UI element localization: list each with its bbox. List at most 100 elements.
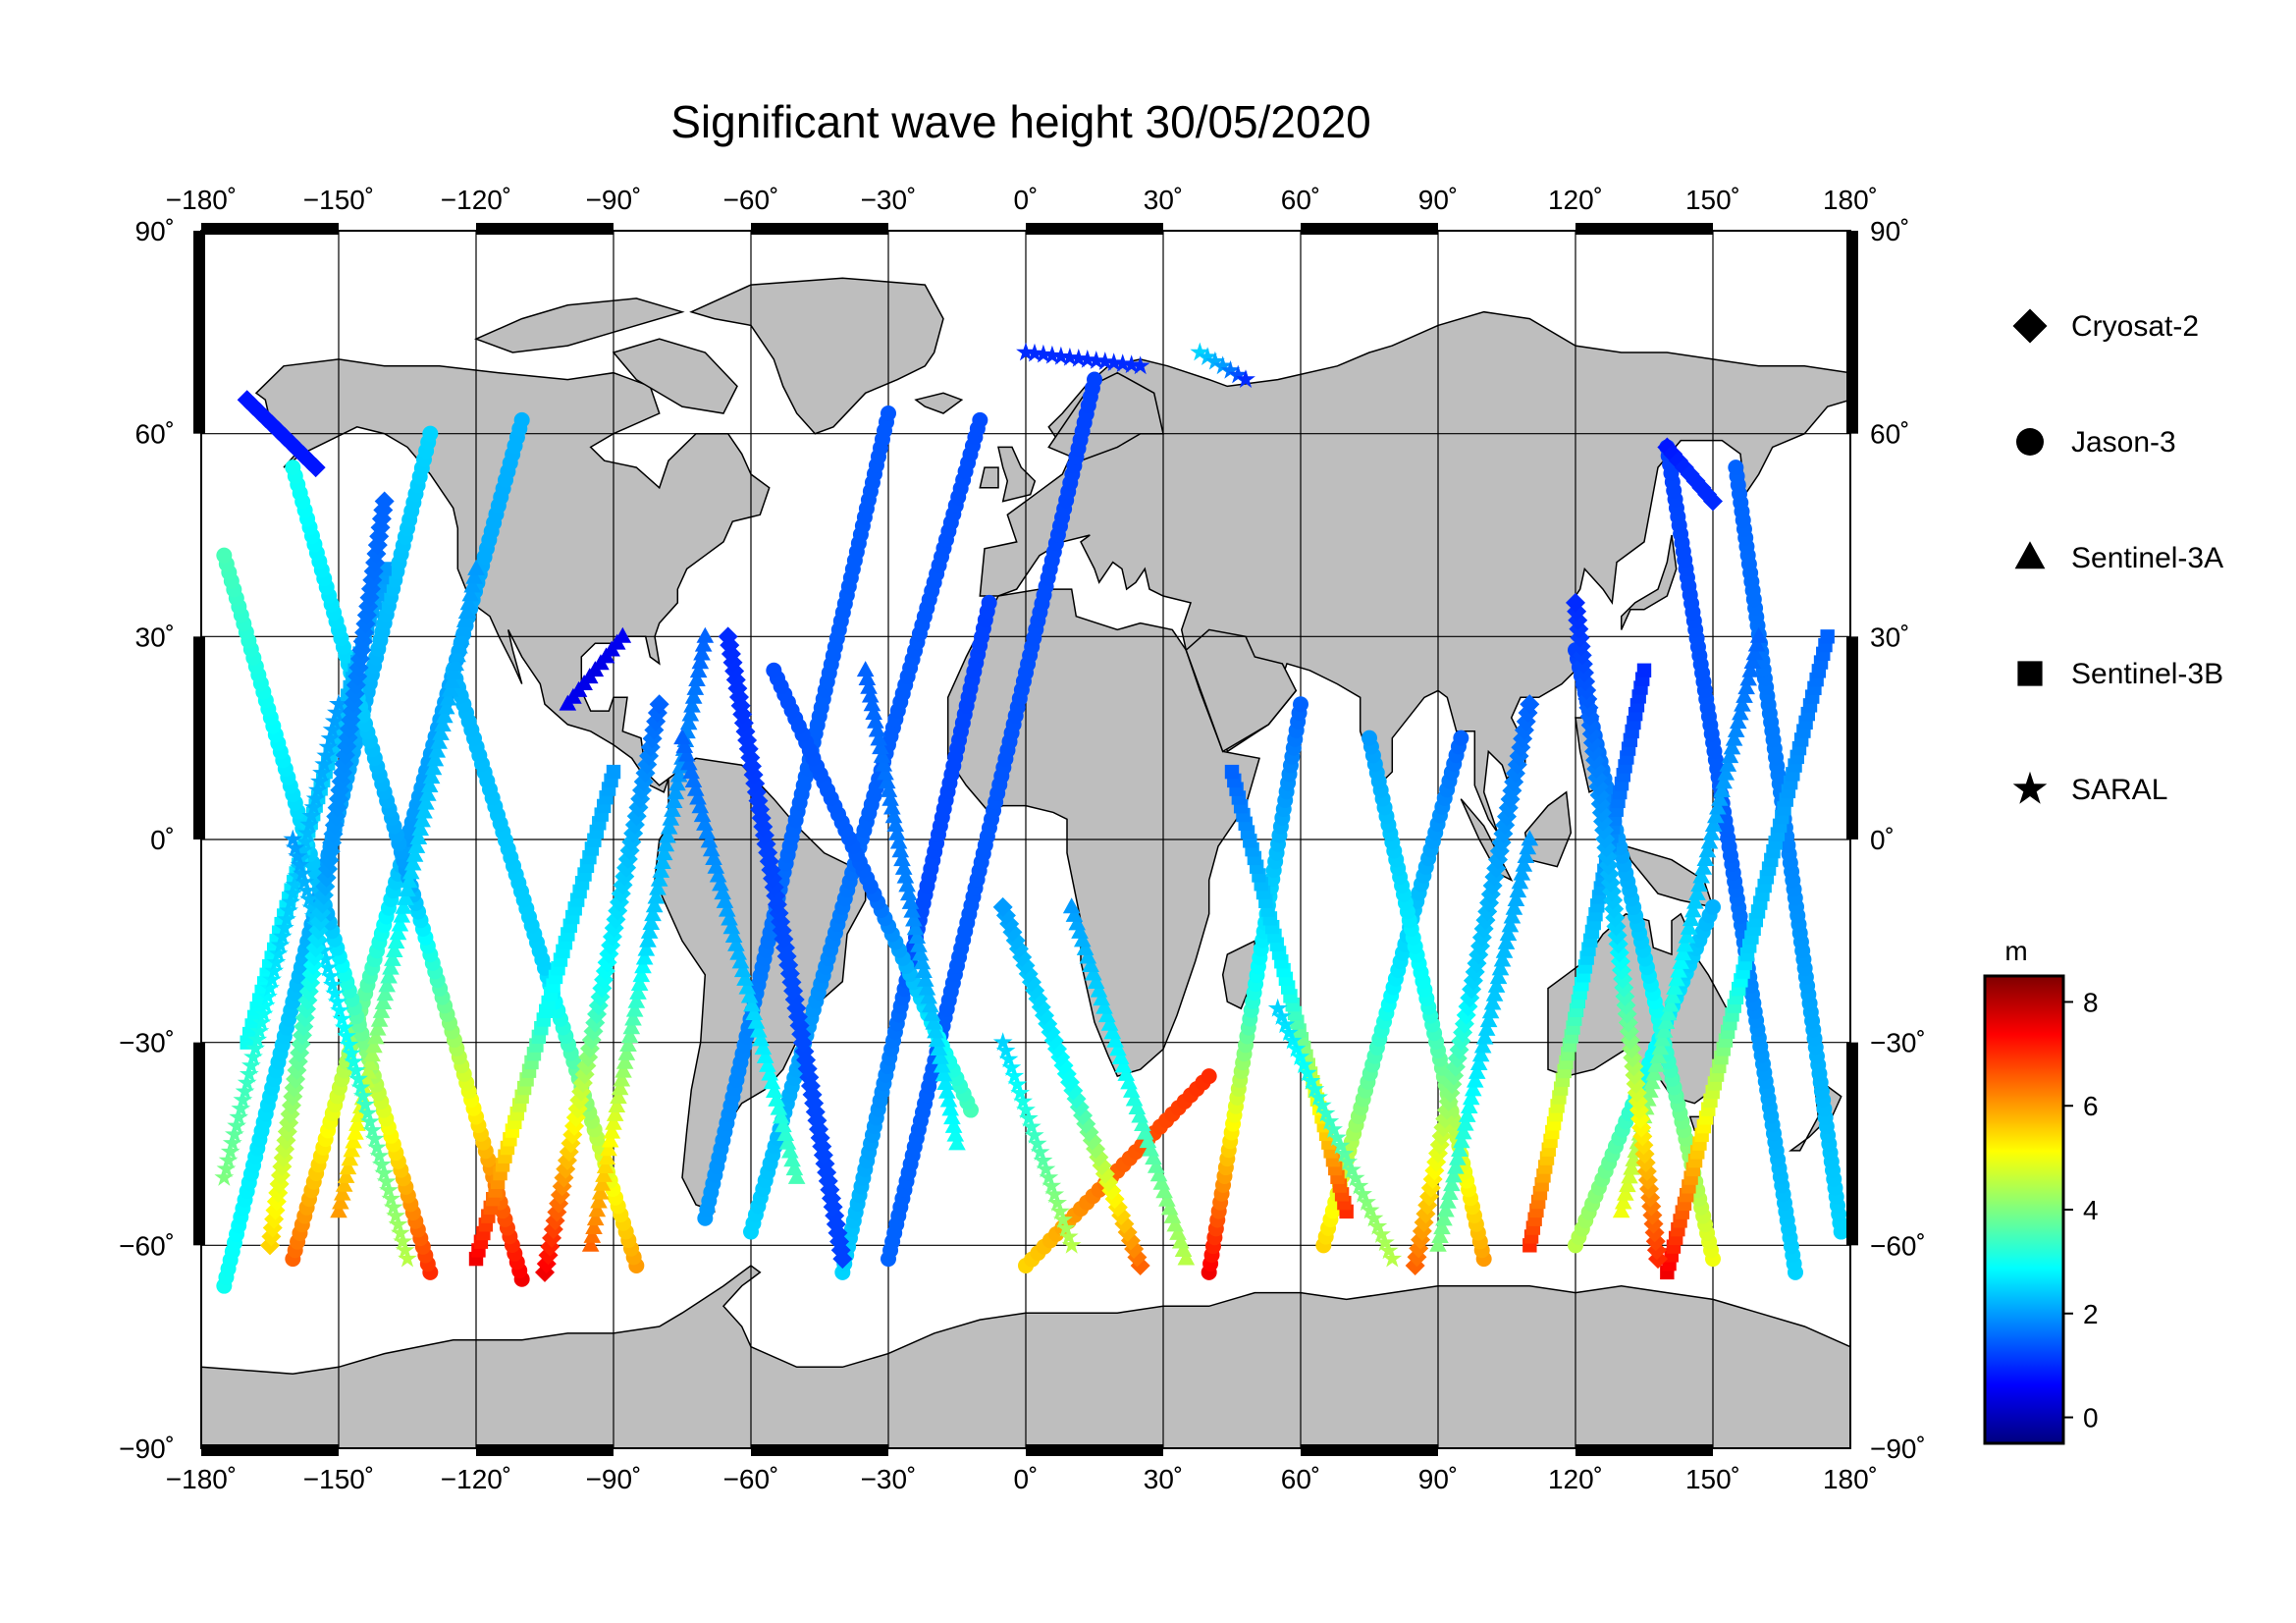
track-point xyxy=(883,798,901,815)
track-point xyxy=(1711,789,1729,806)
track-point xyxy=(1643,1073,1661,1090)
track-point xyxy=(439,689,457,706)
colorbar-tick-label: 2 xyxy=(2083,1299,2099,1329)
track-point xyxy=(647,888,666,904)
track-point xyxy=(1004,1065,1025,1085)
track-point xyxy=(1727,721,1745,737)
track-point xyxy=(1308,1087,1328,1107)
track-point xyxy=(1617,1184,1634,1201)
track-point xyxy=(1743,652,1762,669)
track-point xyxy=(268,944,289,962)
track-point xyxy=(881,406,896,421)
track-point xyxy=(337,1026,356,1045)
track-point xyxy=(1745,644,1764,661)
lon-tick-label: 0˚ xyxy=(1014,1464,1039,1494)
track-point xyxy=(513,411,530,428)
track-point xyxy=(453,628,470,645)
track-point xyxy=(696,814,714,831)
lat-tick-label: 30˚ xyxy=(135,622,175,652)
track-point xyxy=(1473,1037,1492,1054)
square-icon xyxy=(2017,661,2043,686)
track-point xyxy=(1521,830,1539,846)
track-point xyxy=(384,949,401,966)
track-point xyxy=(1715,773,1733,789)
track-point xyxy=(644,905,662,922)
track-point xyxy=(222,1133,242,1152)
track-point xyxy=(718,626,738,647)
track-point xyxy=(680,754,698,771)
track-point xyxy=(932,1048,949,1064)
track-point xyxy=(1327,1127,1347,1147)
track-point xyxy=(1719,755,1737,772)
track-point xyxy=(606,1105,624,1121)
track-point xyxy=(761,1064,779,1081)
track-point xyxy=(443,672,461,688)
track-point xyxy=(1342,1160,1362,1179)
track-point xyxy=(283,883,303,902)
lon-tick-label: 150˚ xyxy=(1685,1464,1740,1494)
track-point xyxy=(436,707,454,724)
track-point xyxy=(873,746,891,763)
track-point xyxy=(363,1046,381,1062)
track-point xyxy=(766,662,782,678)
track-point xyxy=(322,974,343,994)
track-point xyxy=(1666,979,1683,996)
track-point xyxy=(1374,1232,1395,1252)
triangle-icon xyxy=(2014,541,2046,569)
track-point xyxy=(1212,355,1233,375)
track-point xyxy=(1065,905,1084,922)
track-point xyxy=(1519,839,1537,855)
track-point xyxy=(992,896,1013,917)
track-point xyxy=(216,1159,237,1178)
track-point xyxy=(1205,351,1225,370)
track-point xyxy=(1431,1226,1449,1243)
legend-item: Sentinel-3B xyxy=(2017,658,2223,690)
land-arabia-fill xyxy=(1185,628,1298,753)
legend-label: Jason-3 xyxy=(2071,426,2176,459)
track-point xyxy=(1158,1190,1176,1207)
track-point xyxy=(610,1088,627,1105)
track-point xyxy=(1713,782,1731,798)
track-point xyxy=(1477,1019,1496,1036)
track-point xyxy=(344,1052,364,1070)
track-point xyxy=(367,1028,385,1045)
track-point xyxy=(320,728,341,747)
track-point xyxy=(1659,1004,1678,1021)
track-point xyxy=(1468,1062,1486,1079)
track-point xyxy=(376,985,395,1001)
track-point xyxy=(944,1116,963,1133)
legend-item: Jason-3 xyxy=(2016,426,2176,459)
track-point xyxy=(1147,1157,1165,1173)
track-point xyxy=(1499,925,1518,942)
track-point xyxy=(1725,730,1743,746)
track-point xyxy=(1082,955,1099,972)
track-point xyxy=(1068,914,1087,931)
track-point xyxy=(668,775,686,791)
land-ireland xyxy=(979,466,999,489)
track-point xyxy=(596,1158,614,1174)
track-point xyxy=(620,1027,639,1044)
track-point xyxy=(614,1061,632,1078)
track-point xyxy=(401,863,420,880)
track-point xyxy=(686,780,705,796)
track-point xyxy=(255,995,276,1014)
track-point xyxy=(938,1082,956,1099)
track-point xyxy=(1612,1202,1630,1218)
track-point xyxy=(637,940,656,956)
track-point xyxy=(1103,352,1124,371)
track-point xyxy=(1363,1208,1384,1227)
track-point xyxy=(1279,1022,1299,1042)
satellite-tracks xyxy=(214,342,1849,1294)
track-point xyxy=(632,966,651,983)
track-point xyxy=(881,789,899,806)
track-point xyxy=(721,909,738,926)
track-point xyxy=(886,815,905,832)
track-point xyxy=(1682,910,1700,927)
track-point xyxy=(630,975,649,992)
lon-tick-label: −90˚ xyxy=(586,1464,642,1494)
track-point xyxy=(357,1103,378,1122)
track-point xyxy=(455,611,474,627)
track-point xyxy=(1050,1201,1070,1220)
frame-segment xyxy=(193,1042,205,1246)
